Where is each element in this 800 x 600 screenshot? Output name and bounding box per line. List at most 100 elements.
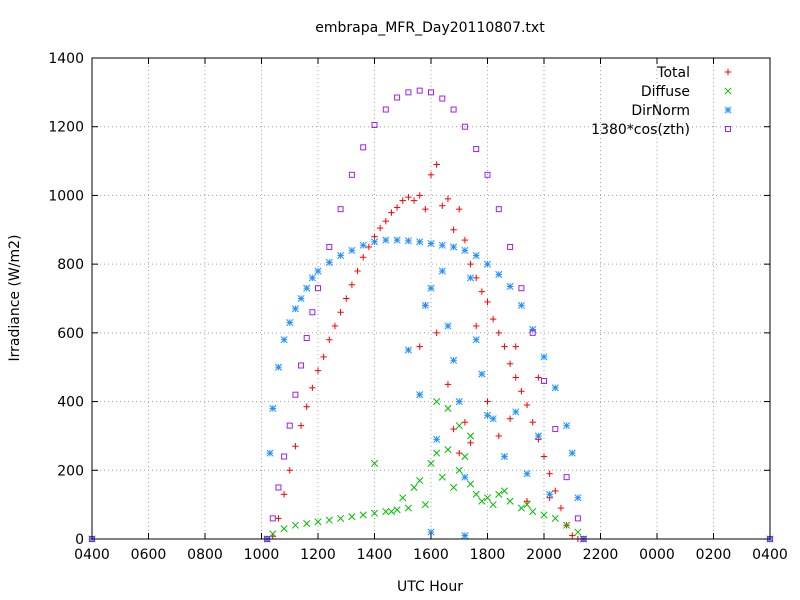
data-point: [297, 294, 305, 303]
data-point: [280, 336, 288, 344]
data-point: [495, 490, 503, 498]
x-axis-label: UTC Hour: [397, 579, 463, 595]
data-point: [529, 418, 536, 426]
x-tick-label: 0200: [696, 547, 732, 563]
x-tick-label: 2000: [526, 547, 562, 563]
data-point: [376, 224, 384, 232]
data-point: [484, 398, 491, 405]
data-point: [461, 473, 469, 481]
data-point: [416, 343, 423, 350]
data-point: [427, 284, 435, 292]
y-tick-label: 400: [57, 395, 84, 411]
y-tick-label: 1200: [48, 120, 84, 136]
data-point: [325, 258, 333, 266]
data-point: [506, 282, 514, 291]
data-point: [360, 254, 367, 261]
data-point: [286, 467, 293, 474]
data-point: [466, 274, 475, 282]
data-point: [523, 498, 531, 505]
x-tick-label: 0400: [74, 547, 110, 563]
x-tick-label: 1600: [413, 547, 449, 563]
data-point: [523, 470, 531, 478]
data-point: [484, 171, 491, 178]
data-point: [416, 391, 424, 399]
data-point: [456, 449, 463, 457]
data-point: [337, 206, 344, 213]
data-point: [540, 511, 548, 519]
data-point: [303, 284, 311, 292]
data-point: [512, 343, 519, 350]
data-point: [495, 270, 503, 279]
data-point: [421, 301, 429, 309]
data-point: [370, 459, 379, 467]
data-point: [298, 362, 305, 369]
data-point: [467, 439, 474, 446]
data-point: [518, 388, 525, 395]
data-point: [472, 252, 480, 260]
x-tick-label: 1400: [357, 547, 393, 563]
legend-marker: [725, 126, 731, 132]
data-point: [535, 374, 542, 381]
data-point: [309, 309, 316, 316]
data-point: [291, 305, 299, 313]
data-point: [433, 449, 441, 457]
data-point: [506, 415, 514, 422]
data-point: [371, 121, 378, 128]
data-point: [484, 298, 491, 306]
data-point: [450, 483, 458, 492]
data-point: [382, 217, 389, 225]
data-point: [393, 236, 401, 244]
data-point: [529, 329, 536, 336]
legend-marker: [724, 68, 732, 76]
data-point: [382, 106, 389, 113]
data-point: [405, 193, 412, 201]
data-points: [88, 87, 774, 543]
data-point: [472, 490, 480, 498]
y-tick-label: 200: [57, 463, 84, 479]
data-point: [552, 487, 559, 495]
data-point: [325, 516, 333, 524]
data-point: [275, 515, 282, 522]
chart-title: embrapa_MFR_Day20110807.txt: [315, 20, 545, 36]
x-tick-label: 1800: [470, 547, 506, 563]
data-point: [291, 521, 299, 529]
data-point: [326, 243, 333, 250]
x-tick-label: 1200: [300, 547, 336, 563]
data-point: [370, 509, 379, 517]
data-point: [563, 422, 571, 430]
data-point: [461, 123, 468, 130]
data-point: [444, 404, 452, 412]
data-point: [563, 521, 571, 529]
x-tick-label: 2200: [583, 547, 619, 563]
data-point: [393, 204, 401, 211]
data-point: [382, 236, 390, 244]
data-point: [427, 171, 435, 179]
legend-label: Total: [656, 65, 690, 81]
data-point: [523, 501, 531, 509]
legend-label: DirNorm: [631, 103, 690, 119]
data-point: [439, 202, 446, 209]
data-point: [399, 197, 406, 204]
data-point: [478, 288, 486, 295]
data-point: [483, 411, 492, 419]
data-point: [421, 501, 429, 509]
y-tick-label: 1400: [48, 51, 84, 67]
data-point: [517, 301, 525, 309]
data-point: [416, 192, 423, 199]
legend-marker: [724, 87, 732, 95]
grid: [92, 58, 770, 539]
data-point: [404, 346, 412, 354]
data-point: [388, 209, 395, 216]
data-point: [405, 89, 412, 96]
data-point: [461, 236, 469, 244]
data-point: [269, 515, 276, 522]
data-point: [461, 532, 469, 540]
data-point: [455, 422, 463, 430]
data-point: [541, 377, 547, 384]
series-box: [89, 87, 773, 542]
data-point: [546, 490, 554, 498]
data-point: [466, 432, 475, 440]
x-tick-label: 1000: [244, 547, 280, 563]
data-point: [456, 205, 463, 213]
data-point: [404, 504, 412, 512]
